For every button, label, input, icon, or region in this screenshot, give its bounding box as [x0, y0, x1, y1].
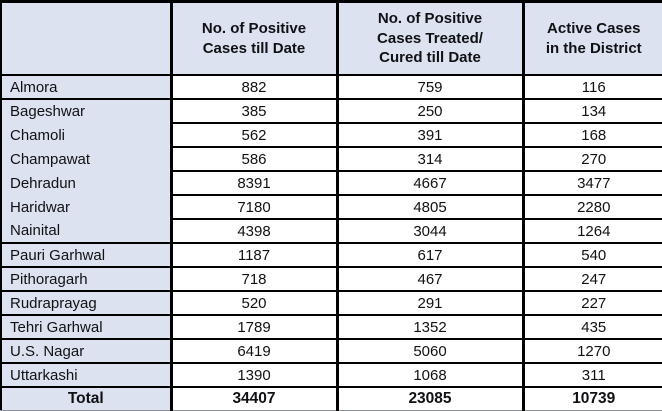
- table-header: No. of Positive Cases till Date No. of P…: [0, 0, 662, 76]
- treated-cases-value: 291: [335, 290, 524, 316]
- total-treated-value: 23085: [335, 386, 524, 411]
- table-body: Almora 882 759 116 Bageshwar 385 250 134 Chamoli…: [0, 74, 662, 388]
- treated-cases-value: 4667: [335, 170, 524, 196]
- table-row: Bageshwar 385 250 134: [0, 98, 662, 124]
- district-name: Haridwar: [0, 195, 172, 219]
- active-cases-value: 1270: [521, 338, 662, 364]
- district-name: Uttarkashi: [0, 362, 172, 388]
- positive-cases-value: 586: [169, 146, 338, 172]
- table-row: Pauri Garhwal 1187 617 540: [0, 242, 662, 268]
- treated-cases-value: 3044: [335, 218, 524, 244]
- header-row: No. of Positive Cases till Date No. of P…: [0, 0, 662, 76]
- header-district-empty: [0, 0, 172, 76]
- active-cases-value: 311: [521, 362, 662, 388]
- treated-cases-value: 1068: [335, 362, 524, 388]
- treated-cases-value: 314: [335, 146, 524, 172]
- active-cases-value: 270: [521, 146, 662, 172]
- table-row: Haridwar 7180 4805 2280: [0, 194, 662, 220]
- header-positive-cases: No. of Positive Cases till Date: [169, 0, 338, 76]
- active-cases-value: 116: [521, 74, 662, 100]
- district-name: Pithoragarh: [0, 266, 172, 292]
- total-row: Total 34407 23085 10739: [0, 386, 662, 411]
- treated-cases-value: 5060: [335, 338, 524, 364]
- positive-cases-value: 882: [169, 74, 338, 100]
- district-name: U.S. Nagar: [0, 338, 172, 364]
- positive-cases-value: 1390: [169, 362, 338, 388]
- total-positive-value: 34407: [169, 386, 338, 411]
- district-name: Chamoli: [0, 123, 172, 147]
- district-name: Tehri Garhwal: [0, 314, 172, 340]
- active-cases-value: 168: [521, 122, 662, 148]
- district-name: Champawat: [0, 147, 172, 171]
- district-name: Nainital: [0, 219, 172, 244]
- positive-cases-value: 4398: [169, 218, 338, 244]
- district-name: Rudraprayag: [0, 290, 172, 316]
- district-name: Pauri Garhwal: [0, 242, 172, 268]
- table-footer: Total 34407 23085 10739: [0, 386, 662, 411]
- treated-cases-value: 759: [335, 74, 524, 100]
- treated-cases-value: 1352: [335, 314, 524, 340]
- active-cases-value: 540: [521, 242, 662, 268]
- active-cases-value: 435: [521, 314, 662, 340]
- table-row: Uttarkashi 1390 1068 311: [0, 362, 662, 388]
- total-label: Total: [0, 386, 172, 411]
- district-name: Almora: [0, 74, 172, 100]
- active-cases-value: 1264: [521, 218, 662, 244]
- district-name: Dehradun: [0, 171, 172, 195]
- table-row: Pithoragarh 718 467 247: [0, 266, 662, 292]
- table-row: U.S. Nagar 6419 5060 1270: [0, 338, 662, 364]
- treated-cases-value: 4805: [335, 194, 524, 220]
- table-row: Nainital 4398 3044 1264: [0, 218, 662, 244]
- table-row: Tehri Garhwal 1789 1352 435: [0, 314, 662, 340]
- active-cases-value: 227: [521, 290, 662, 316]
- treated-cases-value: 467: [335, 266, 524, 292]
- positive-cases-value: 1187: [169, 242, 338, 268]
- table-row: Rudraprayag 520 291 227: [0, 290, 662, 316]
- total-active-value: 10739: [521, 386, 662, 411]
- treated-cases-value: 250: [335, 98, 524, 124]
- positive-cases-value: 1789: [169, 314, 338, 340]
- table-row: Chamoli 562 391 168: [0, 122, 662, 148]
- active-cases-value: 3477: [521, 170, 662, 196]
- table-row: Dehradun 8391 4667 3477: [0, 170, 662, 196]
- table-row: Almora 882 759 116: [0, 74, 662, 100]
- positive-cases-value: 718: [169, 266, 338, 292]
- treated-cases-value: 391: [335, 122, 524, 148]
- positive-cases-value: 7180: [169, 194, 338, 220]
- table-row: Champawat 586 314 270: [0, 146, 662, 172]
- district-name: Bageshwar: [0, 98, 172, 123]
- active-cases-value: 2280: [521, 194, 662, 220]
- positive-cases-value: 520: [169, 290, 338, 316]
- header-active-cases: Active Cases in the District: [521, 0, 662, 76]
- active-cases-value: 134: [521, 98, 662, 124]
- treated-cases-value: 617: [335, 242, 524, 268]
- positive-cases-value: 385: [169, 98, 338, 124]
- active-cases-value: 247: [521, 266, 662, 292]
- positive-cases-value: 6419: [169, 338, 338, 364]
- header-treated-cases: No. of Positive Cases Treated/ Cured til…: [335, 0, 524, 76]
- positive-cases-value: 8391: [169, 170, 338, 196]
- positive-cases-value: 562: [169, 122, 338, 148]
